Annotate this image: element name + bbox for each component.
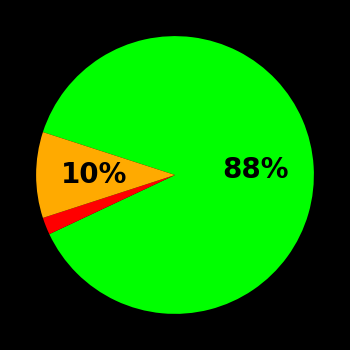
Text: 10%: 10% — [61, 161, 128, 189]
Wedge shape — [43, 36, 314, 314]
Wedge shape — [43, 175, 175, 234]
Text: 88%: 88% — [222, 156, 289, 184]
Wedge shape — [36, 132, 175, 218]
